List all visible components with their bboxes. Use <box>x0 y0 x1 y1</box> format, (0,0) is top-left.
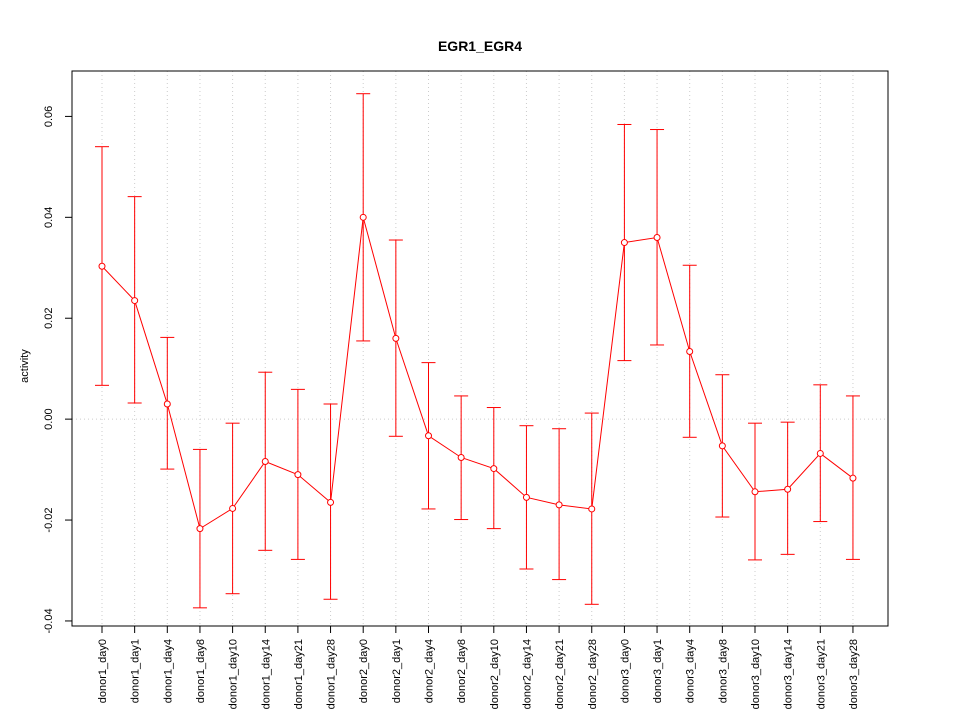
x-tick-label: donor2_day1 <box>391 639 403 703</box>
x-tick-label: donor3_day28 <box>848 639 860 709</box>
y-tick-label: -0.04 <box>43 608 55 633</box>
data-point <box>359 213 367 221</box>
y-tick-label: -0.02 <box>43 508 55 533</box>
data-point <box>98 262 106 270</box>
data-point <box>457 453 465 461</box>
data-point <box>588 505 596 513</box>
x-tick-label: donor1_day21 <box>293 639 305 709</box>
data-point <box>816 449 824 457</box>
x-tick-label: donor3_day1 <box>652 639 664 703</box>
x-tick-label: donor3_day10 <box>750 639 762 709</box>
x-tick-label: donor1_day4 <box>162 639 174 703</box>
data-point <box>620 239 628 247</box>
data-point <box>163 400 171 408</box>
plot-frame <box>71 70 889 627</box>
data-point <box>196 525 204 533</box>
data-point <box>490 465 498 473</box>
x-tick-label: donor2_day21 <box>554 639 566 709</box>
y-axis: -0.04 -0.02 0.00 0.02 0.04 0.06 <box>43 106 72 633</box>
x-tick-label: donor2_day28 <box>587 639 599 709</box>
data-point <box>425 432 432 440</box>
data-point <box>555 501 563 509</box>
x-tick-label: donor3_day0 <box>619 639 631 703</box>
x-tick-label: donor1_day0 <box>97 639 109 703</box>
data-point <box>686 348 694 356</box>
data-point <box>229 504 237 512</box>
y-tick-label: 0.04 <box>43 207 55 228</box>
x-tick-label: donor3_day4 <box>685 639 697 703</box>
data-point <box>131 297 139 305</box>
data-point <box>522 493 530 501</box>
data-point <box>653 234 661 241</box>
x-tick-label: donor2_day14 <box>521 639 533 709</box>
data-point <box>294 471 302 479</box>
data-point <box>751 488 759 496</box>
data-point <box>849 474 857 482</box>
series-activity <box>98 213 857 533</box>
error-bars <box>95 93 860 609</box>
x-tick-label: donor1_day10 <box>228 639 240 709</box>
y-tick-label: 0.06 <box>43 106 55 127</box>
series-line <box>101 217 854 530</box>
data-point <box>392 334 400 342</box>
x-tick-label: donor1_day28 <box>326 639 338 709</box>
y-axis-label: activity <box>19 349 31 383</box>
data-point <box>718 442 726 450</box>
y-tick-label: 0.00 <box>43 408 55 429</box>
x-tick-label: donor2_day0 <box>358 639 370 703</box>
y-tick-label: 0.02 <box>43 308 55 329</box>
chart-title: EGR1_EGR4 <box>438 38 522 54</box>
x-tick-label: donor1_day1 <box>130 639 142 703</box>
x-tick-label: donor2_day4 <box>424 639 436 703</box>
x-tick-label: donor3_day21 <box>815 639 827 709</box>
x-tick-label: donor2_day10 <box>489 639 501 709</box>
x-tick-label: donor2_day8 <box>456 639 468 703</box>
x-tick-label: donor1_day14 <box>260 639 272 709</box>
data-point <box>261 458 269 466</box>
grid-lines <box>72 71 888 626</box>
data-point <box>784 485 792 493</box>
x-tick-label: donor1_day8 <box>195 639 207 703</box>
x-tick-label: donor3_day8 <box>717 639 729 703</box>
x-tick-label: donor3_day14 <box>783 639 795 709</box>
x-axis: donor1_day0 donor1_day1 donor1_day4 donor1_… <box>97 626 860 709</box>
data-point <box>327 498 335 506</box>
